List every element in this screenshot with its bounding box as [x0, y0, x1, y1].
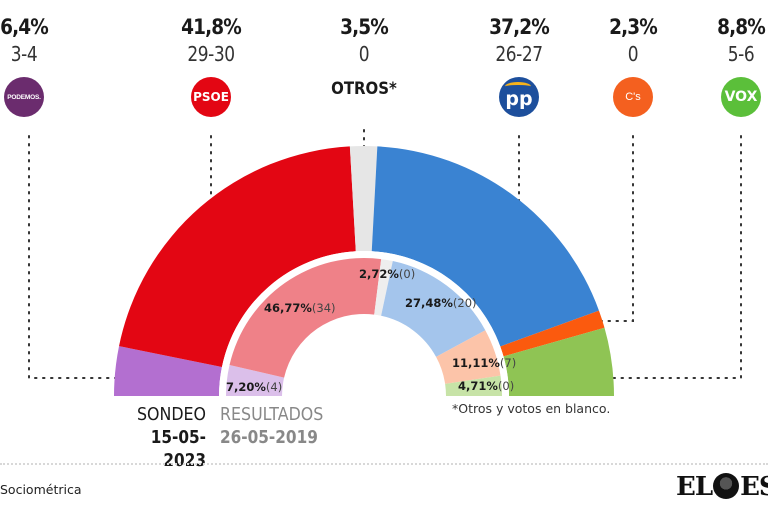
otros-seats: 0 — [358, 42, 370, 66]
outer-slice-cs — [500, 310, 605, 357]
pp-logo-icon: pp — [499, 77, 539, 117]
leader-vox — [559, 135, 742, 379]
resultados-label: RESULTADOS — [220, 404, 324, 425]
party-header-podemos: 6,4% 3-4 PODEMOS. — [0, 14, 84, 117]
outer-slice-psoe — [119, 146, 356, 368]
outer-slice-otros — [349, 146, 378, 252]
inner-label-seats: (20) — [453, 296, 477, 310]
podemos-percent: 6,4% — [0, 15, 49, 39]
podemos-seats: 3-4 — [10, 42, 38, 66]
vox-logo-text: VOX — [724, 89, 758, 105]
cs-percent: 2,3% — [609, 15, 658, 39]
inner-label-percent: 2,72% — [359, 267, 399, 281]
otros-percent: 3,5% — [340, 15, 389, 39]
inner-label-vox: 4,71%(0) — [458, 379, 514, 393]
pp-seats: 26-27 — [495, 42, 543, 66]
party-header-vox: 8,8% 5-6 VOX — [681, 14, 768, 117]
vox-seats: 5-6 — [727, 42, 755, 66]
inner-slice-podemos — [226, 365, 285, 396]
resultados-date-text: 26-05-2019 — [220, 427, 318, 448]
el-espanol-logo[interactable]: EL ESP — [676, 472, 768, 502]
inner-label-podemos: 7,20%(4) — [226, 380, 282, 394]
outer-slice-pp — [371, 146, 599, 347]
party-header-cs: 2,3% 0 C's — [573, 14, 693, 117]
inner-slice-cs — [436, 330, 501, 384]
podemos-logo-text: PODEMOS. — [7, 93, 41, 101]
vox-logo-icon: VOX — [721, 77, 761, 117]
party-header-pp: 37,2% 26-27 pp — [459, 14, 579, 117]
psoe-logo-icon: PSOE — [191, 77, 231, 117]
party-header-psoe: 41,8% 29-30 PSOE — [151, 14, 271, 117]
vox-percent: 8,8% — [717, 15, 766, 39]
psoe-logo-text: PSOE — [193, 90, 229, 104]
source-credit: Sociométrica — [0, 482, 82, 497]
inner-label-percent: 46,77% — [264, 301, 312, 315]
psoe-seats: 29-30 — [187, 42, 235, 66]
inner-label-seats: (7) — [500, 356, 516, 370]
inner-label-seats: (0) — [399, 267, 415, 281]
inner-label-percent: 7,20% — [226, 380, 266, 394]
outer-slice-podemos — [114, 346, 222, 396]
inner-label-percent: 27,48% — [405, 296, 453, 310]
leader-podemos — [28, 135, 166, 379]
sondeo-date: 15-05-2023 — [96, 426, 206, 472]
pp-logo-arc — [505, 82, 531, 91]
footer-divider — [0, 463, 768, 465]
brand-right: ESP — [740, 472, 768, 502]
otros-label: OTROS* — [331, 79, 397, 99]
inner-slice-vox — [445, 375, 502, 396]
lion-icon — [713, 473, 740, 499]
leader-cs — [584, 135, 634, 322]
inner-label-seats: (0) — [498, 379, 514, 393]
inner-slice-otros — [374, 259, 393, 316]
cs-seats: 0 — [627, 42, 639, 66]
outer-ring-sondeo — [114, 146, 614, 396]
inner-label-percent: 11,11% — [452, 356, 500, 370]
inner-label-psoe: 46,77%(34) — [264, 301, 336, 315]
inner-label-percent: 4,71% — [458, 379, 498, 393]
inner-ring-resultados — [226, 258, 502, 396]
inner-slice-psoe — [229, 258, 382, 378]
cs-logo-icon: C's — [613, 77, 653, 117]
footnote: *Otros y votos en blanco. — [452, 401, 611, 416]
podemos-logo-icon: PODEMOS. — [4, 77, 44, 117]
psoe-percent: 41,8% — [181, 15, 242, 39]
resultados-caption: RESULTADOS — [220, 403, 337, 426]
cs-logo-text: C's — [625, 91, 641, 103]
outer-slice-vox — [503, 327, 614, 396]
inner-slice-pp — [381, 261, 486, 357]
inner-ring-labels: 7,20%(4)46,77%(34)2,72%(0)27,48%(20)11,1… — [226, 267, 516, 394]
inner-label-pp: 27,48%(20) — [405, 296, 477, 310]
pp-percent: 37,2% — [489, 15, 550, 39]
resultados-date: 26-05-2019 — [220, 426, 335, 449]
pp-logo-text: pp — [505, 88, 533, 110]
sondeo-caption: SONDEO — [126, 403, 206, 426]
sondeo-label: SONDEO — [136, 404, 206, 425]
inner-label-seats: (34) — [312, 301, 336, 315]
inner-label-cs: 11,11%(7) — [452, 356, 516, 370]
sondeo-date-text: 15-05-2023 — [150, 427, 206, 471]
brand-left: EL — [676, 472, 713, 502]
inner-label-seats: (4) — [266, 380, 282, 394]
inner-label-otros: 2,72%(0) — [359, 267, 415, 281]
party-header-otros: 3,5% 0 OTROS* — [304, 14, 424, 99]
